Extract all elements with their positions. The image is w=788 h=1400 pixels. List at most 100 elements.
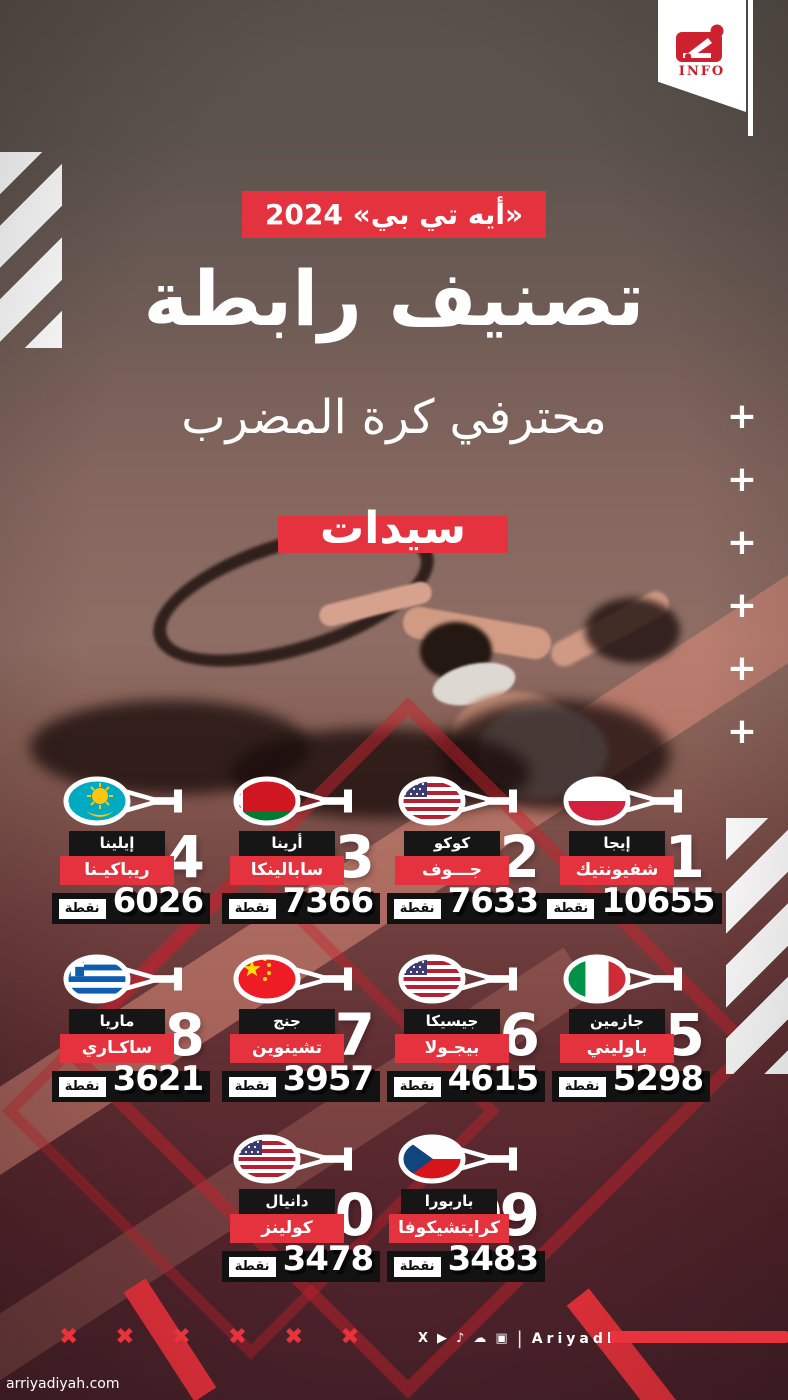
player-last-name: كولينز bbox=[230, 1214, 344, 1243]
year-badge: «أيه تي بي» 2024 bbox=[242, 191, 546, 238]
x-marks-decor: ✖ ✖ ✖ ✖ ✖ ✖ bbox=[59, 1324, 360, 1350]
points-row: 10655 نقطة bbox=[540, 884, 722, 924]
info-logo-icon bbox=[676, 24, 724, 62]
player-name: جنج تشينوين bbox=[230, 1009, 344, 1063]
player-last-name: جـــوف bbox=[395, 856, 509, 885]
player-first-name: ماريا bbox=[69, 1009, 165, 1034]
player-first-name: جيسيكا bbox=[404, 1009, 500, 1034]
x-twitter-icon[interactable]: X bbox=[418, 1330, 429, 1346]
plus-icon: + bbox=[726, 648, 758, 689]
flag-racket-usa-icon bbox=[232, 1133, 370, 1185]
banner-strip-decor bbox=[748, 0, 753, 136]
plus-decor-column: + + + + + + bbox=[722, 396, 762, 752]
instagram-icon[interactable]: ▣ bbox=[495, 1330, 508, 1346]
points-value: 4615 bbox=[447, 1059, 540, 1099]
category-badge-label: سيدات bbox=[320, 502, 466, 554]
points-value: 7366 bbox=[282, 881, 375, 921]
player-name: إيجا شفيونتيك bbox=[560, 831, 674, 885]
flag-racket-usa-icon bbox=[397, 953, 535, 1005]
flag-racket-china-icon bbox=[232, 953, 370, 1005]
plus-icon: + bbox=[726, 522, 758, 563]
player-card-07: 07 جنج تشينوين 3957 نقطة bbox=[221, 953, 381, 1119]
x-mark-icon: ✖ bbox=[171, 1324, 191, 1350]
player-card-06: 06 جيسيكا بيجـولا 4615 نقطة bbox=[386, 953, 546, 1119]
site-url[interactable]: arriyadiyah.com bbox=[6, 1376, 120, 1392]
player-name: باربورا كرايتشيكوفا bbox=[389, 1189, 509, 1243]
red-bar-decor bbox=[610, 1331, 788, 1343]
points-label: نقطة bbox=[393, 898, 441, 919]
player-last-name: سابالينكا bbox=[230, 856, 344, 885]
points-label: نقطة bbox=[393, 1076, 441, 1097]
points-row: 3483 نقطة bbox=[386, 1242, 546, 1282]
player-card-01: 01 إيجا شفيونتيك 10655 نقطة bbox=[540, 775, 722, 941]
points-label: نقطة bbox=[228, 898, 276, 919]
flag-racket-poland-icon bbox=[562, 775, 700, 827]
player-name: دانيال كولينز bbox=[230, 1189, 344, 1243]
flag-racket-italy-icon bbox=[562, 953, 700, 1005]
info-banner: INFO bbox=[658, 0, 746, 112]
player-last-name: ساكـاري bbox=[60, 1034, 174, 1063]
player-last-name: بيجـولا bbox=[395, 1034, 509, 1063]
points-label: نقطة bbox=[558, 1076, 606, 1097]
player-name: كوكو جـــوف bbox=[395, 831, 509, 885]
category-badge: سيدات bbox=[278, 506, 508, 553]
player-last-name: شفيونتيك bbox=[560, 856, 674, 885]
x-mark-icon: ✖ bbox=[115, 1324, 135, 1350]
player-first-name: دانيال bbox=[239, 1189, 335, 1214]
player-name: جيسيكا بيجـولا bbox=[395, 1009, 509, 1063]
points-row: 3957 نقطة bbox=[221, 1062, 381, 1102]
player-first-name: كوكو bbox=[404, 831, 500, 856]
youtube-icon[interactable]: ▶ bbox=[437, 1330, 448, 1346]
x-mark-icon: ✖ bbox=[284, 1324, 304, 1350]
points-value: 5298 bbox=[612, 1059, 705, 1099]
player-first-name: جازمين bbox=[569, 1009, 665, 1034]
player-first-name: إيلينا bbox=[69, 831, 165, 856]
player-name: ماريا ساكـاري bbox=[60, 1009, 174, 1063]
diagonal-stripes-left bbox=[0, 152, 62, 348]
points-label: نقطة bbox=[228, 1076, 276, 1097]
player-last-name: ريباكيـنا bbox=[60, 856, 174, 885]
player-first-name: إيجا bbox=[569, 831, 665, 856]
player-last-name: تشينوين bbox=[230, 1034, 344, 1063]
plus-icon: + bbox=[726, 711, 758, 752]
player-name: إيلينا ريباكيـنا bbox=[60, 831, 174, 885]
points-label: نقطة bbox=[58, 1076, 106, 1097]
points-value: 7633 bbox=[447, 881, 540, 921]
player-last-name: باوليني bbox=[560, 1034, 674, 1063]
plus-icon: + bbox=[726, 396, 758, 437]
player-first-name: أرينا bbox=[239, 831, 335, 856]
plus-icon: + bbox=[726, 585, 758, 626]
points-value: 3621 bbox=[112, 1059, 205, 1099]
x-mark-icon: ✖ bbox=[227, 1324, 248, 1350]
player-first-name: جنج bbox=[239, 1009, 335, 1034]
tiktok-icon[interactable]: ♪ bbox=[456, 1330, 465, 1346]
player-name: جازمين باوليني bbox=[560, 1009, 674, 1063]
social-divider: | bbox=[516, 1328, 523, 1349]
player-card-02: 02 كوكو جـــوف 7633 نقطة bbox=[386, 775, 546, 941]
player-card-05: 05 جازمين باوليني 5298 نقطة bbox=[551, 953, 711, 1119]
x-mark-icon: ✖ bbox=[59, 1324, 79, 1350]
player-card-08: 08 ماريا ساكـاري 3621 نقطة bbox=[51, 953, 211, 1119]
flag-racket-belarus-icon bbox=[232, 775, 370, 827]
diagonal-stripes-right bbox=[726, 818, 788, 1074]
player-first-name: باربورا bbox=[401, 1189, 498, 1214]
player-card-04: 04 إيلينا ريباكيـنا 6026 نقطة bbox=[51, 775, 211, 941]
points-label: نقطة bbox=[547, 898, 595, 919]
player-card-10: 10 دانيال كولينز 3478 نقطة bbox=[221, 1133, 381, 1299]
points-row: 6026 نقطة bbox=[51, 884, 211, 924]
points-row: 4615 نقطة bbox=[386, 1062, 546, 1102]
snapchat-icon[interactable]: ☁ bbox=[473, 1330, 487, 1346]
flag-racket-usa-icon bbox=[397, 775, 535, 827]
flag-racket-greece-icon bbox=[62, 953, 200, 1005]
info-logo-label: INFO bbox=[678, 64, 726, 79]
x-mark-icon: ✖ bbox=[340, 1324, 360, 1350]
page-title: تصنيف رابطة bbox=[143, 254, 645, 343]
points-value: 10655 bbox=[601, 881, 715, 921]
points-value: 3478 bbox=[282, 1239, 375, 1279]
points-value: 3957 bbox=[282, 1059, 375, 1099]
points-label: نقطة bbox=[58, 898, 106, 919]
racket-shadow bbox=[585, 598, 680, 663]
points-value: 6026 bbox=[112, 881, 205, 921]
player-last-name: كرايتشيكوفا bbox=[389, 1214, 509, 1243]
